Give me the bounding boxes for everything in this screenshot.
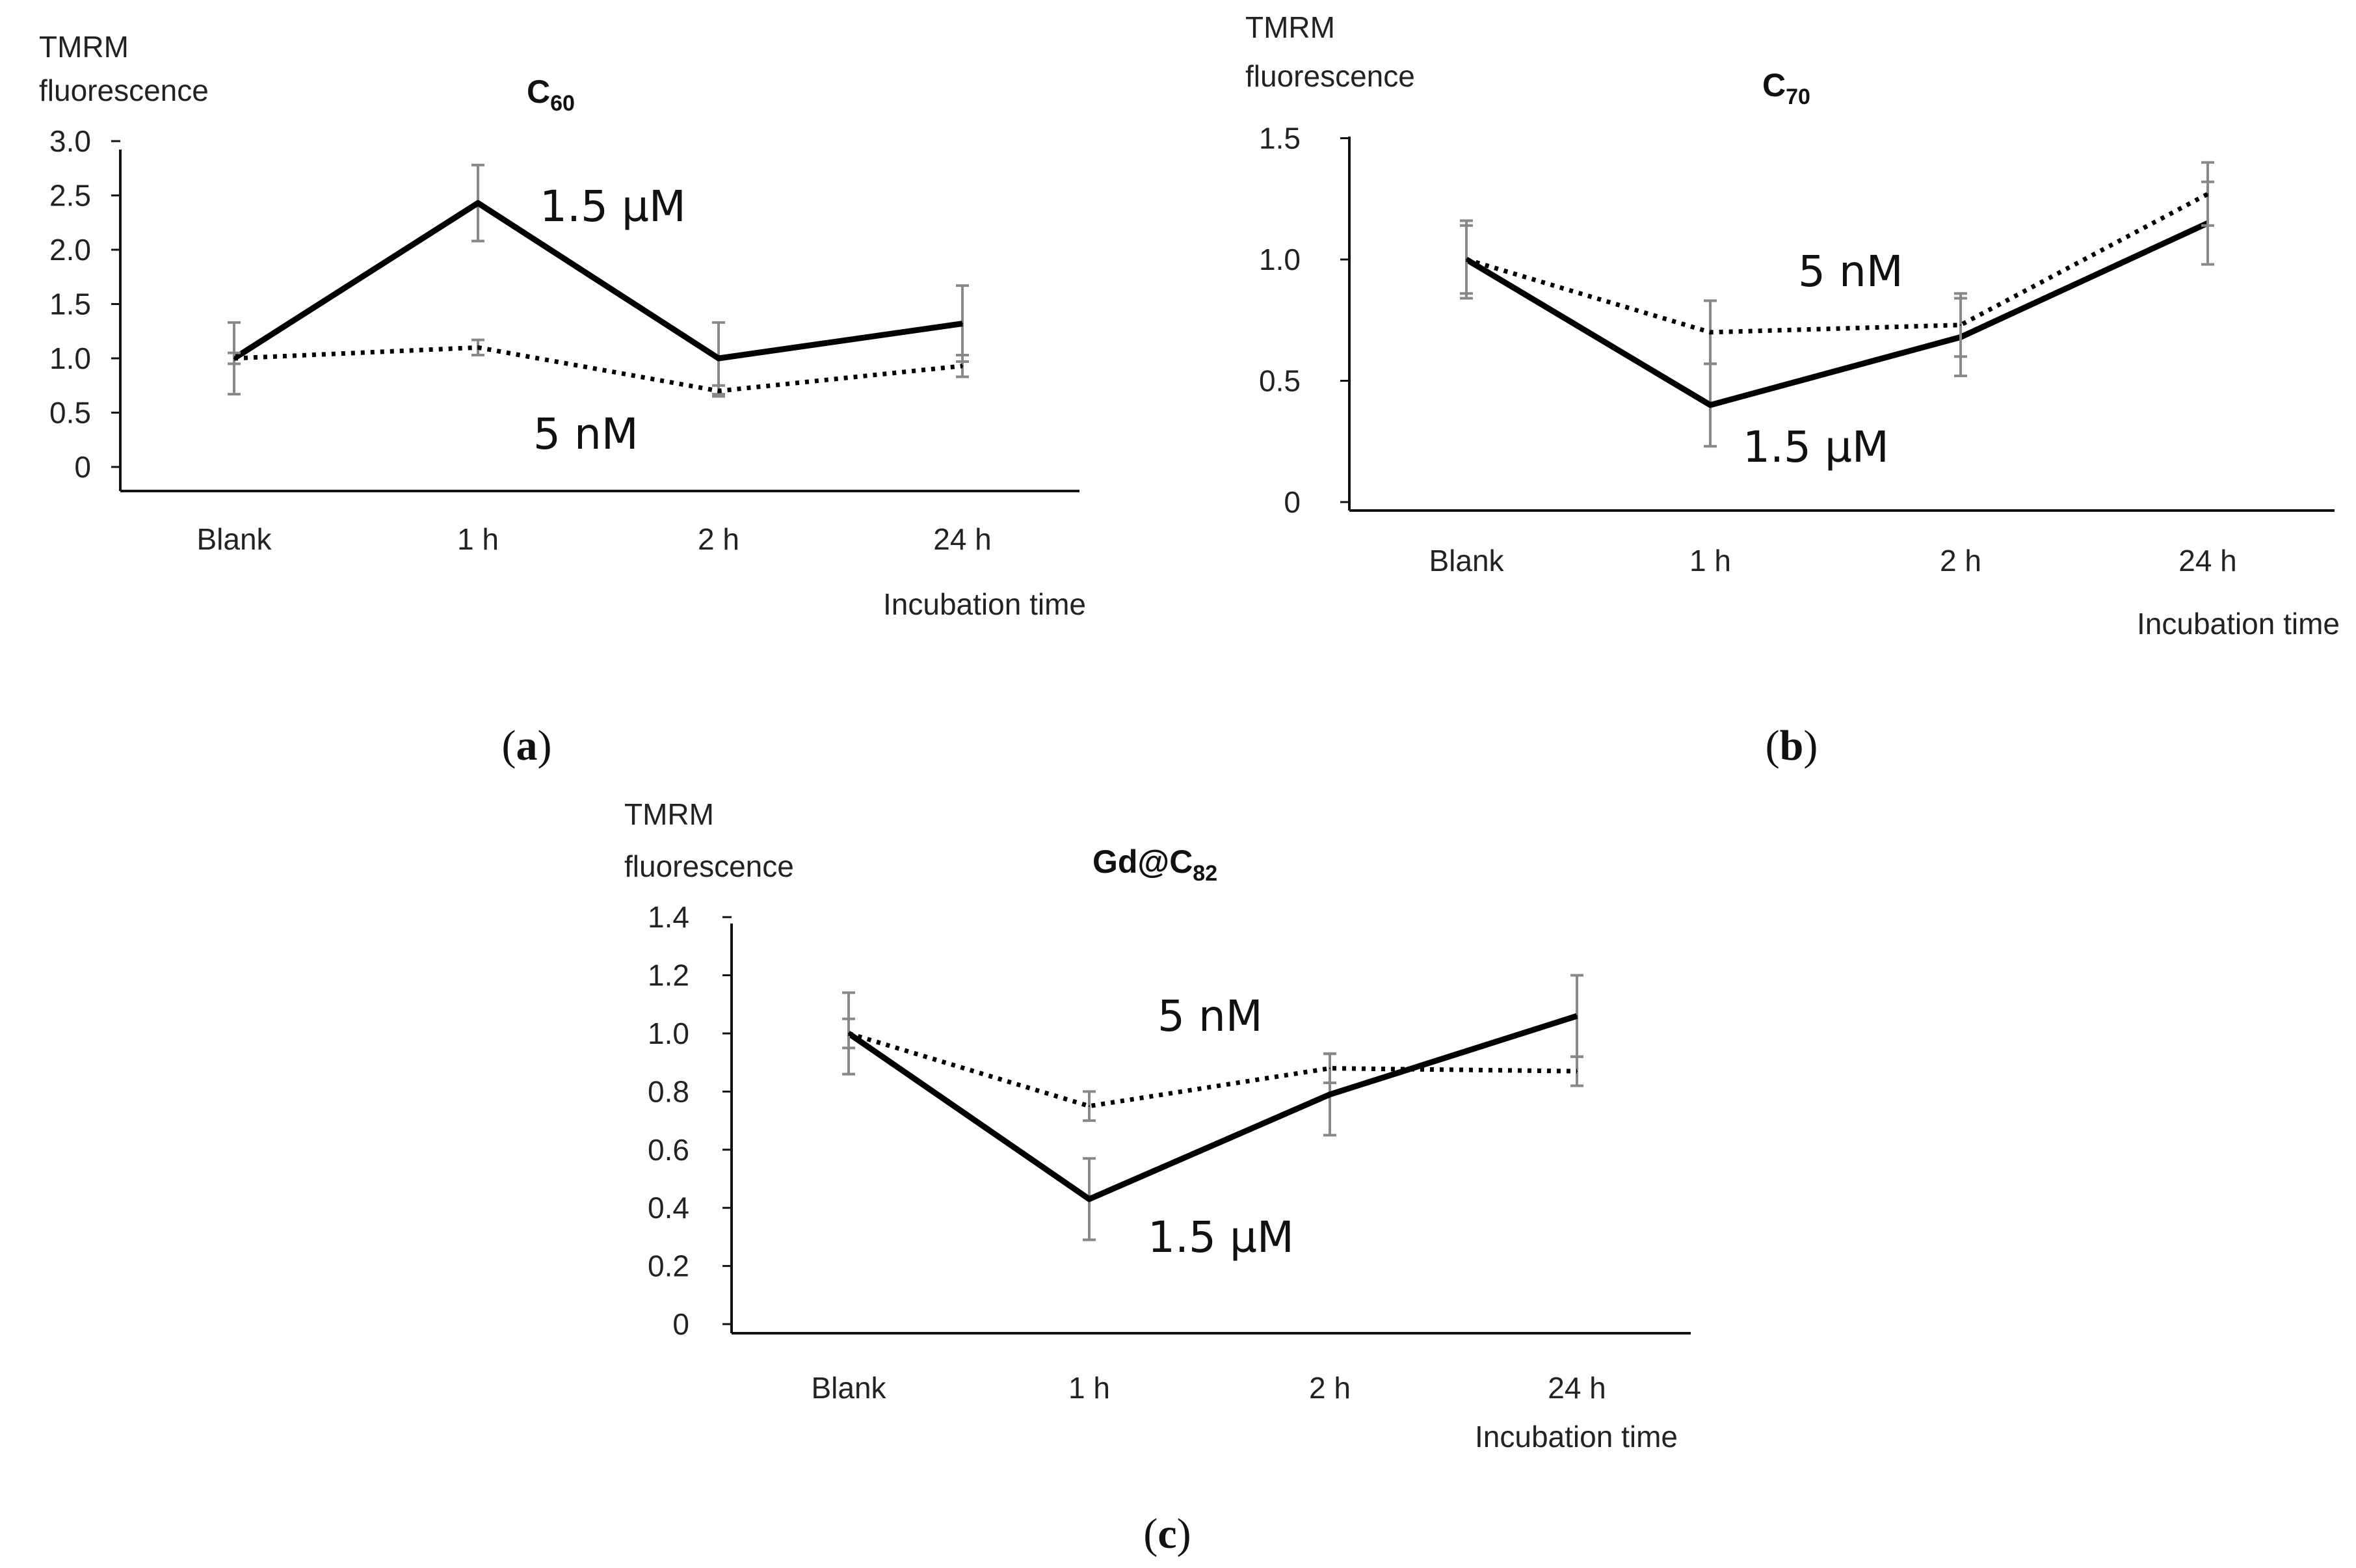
data-point [1466, 259, 1467, 260]
series-annotation: 5 nM [1798, 246, 1903, 297]
panel-label: (c) [1143, 1510, 1191, 1558]
x-tick-label: Blank [196, 522, 272, 556]
y-tick-label: 3.0 [49, 124, 91, 158]
y-tick-label: 0.4 [648, 1191, 689, 1225]
y-tick-label: 0.5 [49, 396, 91, 430]
data-point [2207, 193, 2208, 195]
x-tick-label: Blank [1429, 544, 1504, 578]
y-tick-label: 1.5 [1259, 122, 1301, 155]
y-tick-label: 0.5 [1259, 364, 1301, 398]
panel-label: (b) [1766, 722, 1818, 769]
data-line [232, 200, 963, 362]
data-point [477, 347, 479, 349]
y-axis-label: TMRM [624, 797, 714, 831]
x-tick-label: 1 h [1689, 544, 1731, 578]
series-dotted [228, 338, 969, 398]
y-tick-label: 0.6 [648, 1133, 689, 1167]
data-point [962, 365, 963, 367]
x-tick-label: 24 h [1548, 1371, 1606, 1405]
data-point [1089, 1198, 1090, 1200]
x-tick-label: 2 h [1309, 1371, 1351, 1405]
data-point [1089, 1105, 1090, 1107]
series-solid [1460, 180, 2214, 448]
data-point [1960, 324, 1961, 326]
data-point [1329, 1067, 1330, 1069]
y-tick-label: 1.0 [1259, 243, 1301, 276]
data-line [847, 1031, 1578, 1109]
y-tick-label: 0.2 [648, 1249, 689, 1283]
y-tick-label: 0 [1284, 485, 1301, 519]
chart-title: C70 [1762, 67, 1810, 109]
chart-a: TMRM fluorescence C60 0 0.5 1.0 1.5 2.0 2.5 3.0 Bl… [39, 30, 1086, 769]
series-dotted [1460, 161, 2214, 365]
data-point [233, 358, 235, 359]
y-axis-label: fluorescence [624, 849, 794, 883]
y-tick-label: 0 [672, 1307, 689, 1341]
data-point [477, 202, 479, 204]
series-dotted [842, 1017, 1583, 1123]
series-annotation: 1.5 µM [1148, 1212, 1294, 1262]
series-solid [228, 163, 969, 396]
x-tick-label: 24 h [2178, 544, 2237, 578]
y-tick-label: 1.0 [49, 341, 91, 375]
y-axis-label: TMRM [1245, 10, 1335, 44]
chart-title: C60 [527, 73, 575, 116]
data-line [847, 1013, 1578, 1203]
x-tick-label: 1 h [1068, 1371, 1110, 1405]
data-point [718, 358, 719, 359]
data-point [1576, 1070, 1578, 1072]
y-axis-label: fluorescence [39, 73, 209, 107]
x-tick-label: 2 h [698, 522, 739, 556]
y-axis-label: fluorescence [1245, 59, 1415, 93]
y-tick-label: 2.5 [49, 179, 91, 213]
data-point [1710, 331, 1711, 333]
data-point [848, 1033, 849, 1034]
x-tick-label: 1 h [457, 522, 499, 556]
y-tick-label: 0 [74, 450, 91, 484]
data-point [1329, 1093, 1330, 1095]
panel-label: (a) [502, 722, 552, 769]
series-annotation: 1.5 µM [1743, 422, 1889, 472]
x-tick-label: Blank [811, 1371, 886, 1405]
data-point [1576, 1015, 1578, 1017]
data-point [962, 323, 963, 325]
chart-b: TMRM fluorescence C70 0 0.5 1.0 1.5 Blank 1 h 2 h… [1245, 10, 2340, 769]
chart-c: TMRM fluorescence Gd@C82 0 0.2 0.4 0.6 0.8 1.0 1.… [624, 797, 1691, 1558]
y-tick-label: 1.0 [648, 1017, 689, 1050]
y-tick-label: 2.0 [49, 233, 91, 267]
series-annotation: 1.5 µM [540, 181, 686, 232]
y-axis-label: TMRM [39, 30, 129, 64]
series-annotation: 5 nM [533, 409, 639, 459]
x-axis-label: Incubation time [1475, 1420, 1678, 1454]
y-tick-label: 0.8 [648, 1074, 689, 1108]
series-annotation: 5 nM [1158, 991, 1263, 1041]
data-line [1464, 220, 2209, 408]
y-tick-label: 1.2 [648, 959, 689, 992]
data-line [233, 345, 963, 393]
chart-title: Gd@C82 [1092, 844, 1217, 886]
y-tick-label: 1.4 [648, 900, 689, 934]
x-axis-label: Incubation time [883, 587, 1086, 621]
y-tick-label: 1.5 [49, 287, 91, 321]
x-tick-label: 2 h [1940, 544, 1981, 578]
data-line [1465, 192, 2209, 335]
data-point [1710, 404, 1711, 406]
data-point [718, 390, 719, 392]
x-tick-label: 24 h [933, 522, 992, 556]
x-axis-label: Incubation time [2137, 607, 2340, 641]
